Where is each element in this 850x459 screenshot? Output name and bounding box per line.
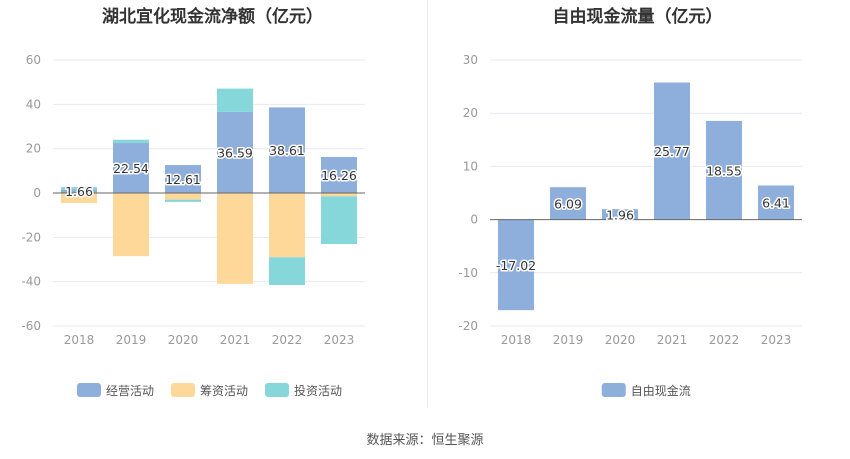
- legend-label: 筹资活动: [200, 384, 248, 398]
- bar: [602, 209, 638, 220]
- x-tick-label: 2021: [220, 333, 251, 347]
- cash-flow-chart-panel: 湖北宜化现金流净额（亿元） -60 -40 -20 0 20 40 60 2018 2019 20…: [0, 0, 425, 420]
- data-label: 6.41: [762, 196, 790, 211]
- data-label: 25.77: [654, 144, 690, 159]
- x-tick-label: 2023: [761, 333, 792, 347]
- bar: [269, 107, 305, 193]
- bar: [706, 120, 742, 220]
- y-tick-label: -40: [21, 275, 41, 289]
- legend-label: 经营活动: [106, 384, 154, 398]
- x-tick-label: 2019: [116, 333, 147, 347]
- data-label: -17.02: [496, 258, 536, 273]
- cash-flow-chart: -60 -40 -20 0 20 40 60 2018 2019 2020 2021 2022 2023…: [21, 53, 365, 398]
- y-tick-label: -10: [458, 266, 478, 280]
- data-label: 12.61: [165, 172, 201, 187]
- y-tick-label: -20: [21, 230, 41, 244]
- y-tick-label: 40: [26, 97, 41, 111]
- y-tick-label: 60: [26, 53, 41, 67]
- bar: [321, 156, 357, 193]
- x-tick-label: 2021: [657, 333, 688, 347]
- bar: [165, 165, 201, 193]
- chart-title: 自由现金流量（亿元）: [552, 7, 723, 27]
- legend-swatch: [601, 383, 626, 397]
- x-tick-label: 2023: [324, 333, 355, 347]
- y-tick-label: -60: [21, 319, 41, 333]
- legend-swatch: [171, 383, 195, 397]
- data-label: 18.55: [706, 163, 742, 178]
- bar: [61, 189, 97, 193]
- legend-swatch: [77, 383, 101, 397]
- bar: [550, 187, 586, 220]
- free-cash-flow-chart: -20 -10 0 10 20 30 2018 2019 2020 2021 2022 2023 -17…: [458, 53, 802, 398]
- y-tick-label: 20: [26, 142, 41, 156]
- data-label: 36.59: [217, 145, 253, 160]
- x-tick-label: 2020: [168, 333, 199, 347]
- bar: [321, 196, 357, 244]
- y-tick-label: 0: [470, 213, 478, 227]
- y-tick-label: 20: [463, 106, 478, 120]
- bar: [321, 193, 357, 197]
- data-source-note: 数据来源：恒生聚源: [366, 433, 484, 448]
- y-tick-label: 0: [33, 186, 41, 200]
- data-label: 1.96: [606, 207, 634, 222]
- x-tick-label: 2019: [553, 333, 584, 347]
- data-label: 1.66: [65, 184, 93, 199]
- x-tick-label: 2022: [272, 333, 303, 347]
- bar: [217, 193, 253, 284]
- bar: [113, 143, 149, 193]
- bar: [61, 193, 97, 203]
- data-label: 6.09: [554, 196, 582, 211]
- bar: [61, 187, 97, 190]
- bar: [113, 193, 149, 257]
- y-tick-label: 10: [463, 159, 478, 173]
- x-tick-label: 2020: [605, 333, 636, 347]
- data-label: 38.61: [269, 143, 305, 158]
- bar: [498, 219, 534, 311]
- bar: [113, 139, 149, 144]
- legend-label: 自由现金流: [631, 383, 691, 398]
- y-tick-label: 30: [463, 53, 478, 67]
- bar: [217, 88, 253, 112]
- chart-title: 湖北宜化现金流净额（亿元）: [102, 7, 323, 27]
- bar: [165, 199, 201, 202]
- data-label: 22.54: [113, 161, 149, 176]
- y-tick-label: -20: [458, 319, 478, 333]
- panel-divider: [427, 0, 428, 408]
- bar: [758, 185, 794, 220]
- data-label: 16.26: [321, 168, 357, 183]
- legend-swatch: [265, 383, 289, 397]
- bar: [654, 82, 690, 220]
- legend-label: 投资活动: [294, 383, 342, 398]
- bar: [269, 257, 305, 285]
- x-tick-label: 2018: [501, 333, 532, 347]
- x-tick-label: 2018: [64, 333, 95, 347]
- bar: [269, 193, 305, 258]
- bar: [165, 193, 201, 200]
- x-tick-label: 2022: [709, 333, 740, 347]
- bar: [217, 111, 253, 193]
- free-cash-flow-chart-panel: 自由现金流量（亿元） -20 -10 0 10 20 30 2018 2019 2020 2021…: [425, 0, 850, 420]
